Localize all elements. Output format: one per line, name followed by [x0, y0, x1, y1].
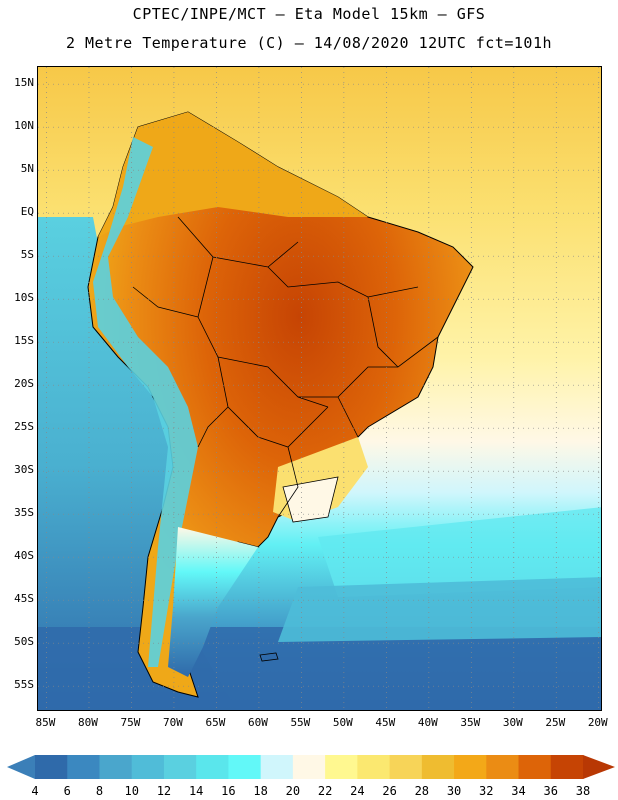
lat-label: 20S — [14, 377, 34, 391]
colorbar-tick-label: 14 — [188, 784, 204, 798]
colorbar-swatch — [131, 755, 165, 779]
colorbar-tick-label: 28 — [414, 784, 430, 798]
colorbar-swatch — [389, 755, 423, 779]
patagonia — [168, 527, 258, 677]
title-line-2: 2 Metre Temperature (C) – 14/08/2020 12U… — [65, 34, 553, 52]
lat-label: 15S — [14, 334, 34, 348]
lon-label: 55W — [290, 716, 311, 729]
lat-label: EQ — [20, 205, 34, 219]
northern-land-warm — [98, 112, 368, 237]
colorbar-tick-label: 6 — [63, 784, 71, 798]
colorbar-swatch — [486, 755, 520, 779]
lon-label: 30W — [502, 716, 523, 729]
map-canvas — [38, 67, 601, 710]
lat-label: 55S — [14, 678, 34, 692]
lat-label: 5S — [20, 248, 34, 262]
colorbar-swatch — [518, 755, 552, 779]
lon-label: 65W — [205, 716, 226, 729]
colorbar-swatch — [35, 755, 68, 779]
colorbar-swatch — [292, 755, 326, 779]
colorbar-tick-label: 12 — [156, 784, 172, 798]
lat-label: 10S — [14, 291, 34, 305]
lat-lon-grid — [38, 67, 601, 710]
colorbar-swatch — [67, 755, 100, 779]
colorbar-swatch — [325, 755, 358, 779]
colorbar-tick-label: 26 — [382, 784, 397, 798]
lon-label: 85W — [35, 716, 56, 729]
lon-label: 40W — [417, 716, 438, 729]
lat-label: 35S — [14, 506, 34, 520]
colorbar-tick-label: 8 — [95, 784, 104, 798]
colorbar-tick-label: 34 — [511, 784, 526, 798]
temperature-map[interactable] — [37, 66, 602, 711]
colorbar-swatch — [357, 755, 391, 779]
colorbar-swatch — [163, 755, 197, 779]
colorbar-tick-label: 24 — [350, 784, 365, 798]
lon-label: 45W — [375, 716, 396, 729]
lat-label: 25S — [14, 420, 34, 434]
lon-label: 70W — [163, 716, 183, 729]
country-borders — [132, 216, 439, 518]
lat-label: 15N — [14, 76, 34, 90]
lat-label: 45S — [14, 592, 34, 606]
colorbar-tick-label: 10 — [124, 784, 139, 798]
colorbar-tick-label: 38 — [575, 784, 591, 798]
colorbar-swatch — [260, 755, 294, 779]
colorbar-swatch — [454, 755, 487, 779]
lon-label: 75W — [120, 716, 141, 729]
colorbar-tick-label: 16 — [221, 784, 236, 798]
cold-band — [318, 507, 601, 597]
lon-label: 50W — [332, 716, 353, 729]
lat-label: 5N — [20, 162, 34, 176]
colorbar-tick-label: 20 — [285, 784, 301, 798]
falkland-islands — [259, 652, 279, 662]
colorbar-swatch — [99, 755, 133, 779]
colorbar-tick-label: 36 — [543, 784, 558, 798]
colorbar-swatch — [421, 755, 455, 779]
lon-label: 35W — [460, 716, 481, 729]
colorbar-arrow-low — [7, 755, 35, 779]
colorbar-tick-label: 32 — [479, 784, 494, 798]
lon-label: 20W — [587, 716, 608, 729]
colorbar-tick-label: 4 — [31, 784, 39, 798]
lon-label: 80W — [78, 716, 98, 729]
lat-label: 30S — [14, 463, 34, 477]
lon-label: 60W — [247, 716, 268, 729]
colorbar-tick-label: 18 — [253, 784, 268, 798]
title-line-1: CPTEC/INPE/MCT – Eta Model 15km – GFS — [132, 5, 486, 23]
colorbar-tick-label: 22 — [317, 784, 333, 798]
cool-band — [278, 577, 601, 642]
andes-cool-strip — [93, 137, 198, 667]
colorbar-tick-label: 30 — [446, 784, 462, 798]
lat-label: 10N — [14, 119, 34, 133]
colorbar-swatch — [228, 755, 262, 779]
colorbar-swatch — [550, 755, 584, 779]
lat-label: 50S — [14, 635, 34, 649]
lon-label: 25W — [545, 716, 566, 729]
lat-label: 40S — [14, 549, 34, 563]
colorbar — [7, 755, 615, 779]
colorbar-swatch — [196, 755, 229, 779]
colorbar-arrow-high — [583, 755, 615, 779]
